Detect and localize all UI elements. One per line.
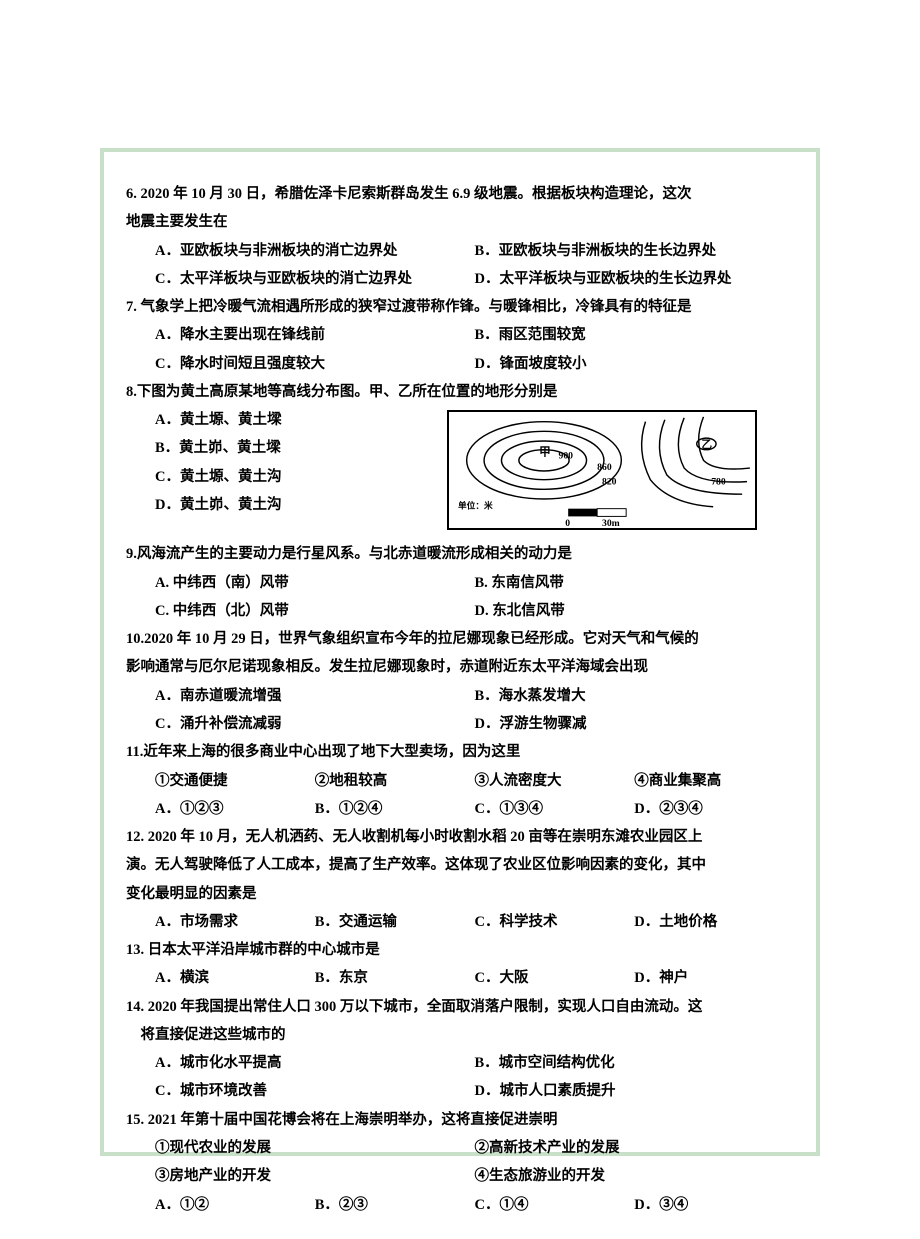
q10-stem-line2: 影响通常与厄尔尼诺现象相反。发生拉尼娜现象时，赤道附近东太平洋海域会出现 xyxy=(126,653,794,681)
q14-options: A．城市化水平提高 B．城市空间结构优化 C．城市环境改善 D．城市人口素质提升 xyxy=(126,1049,794,1106)
q6-opt-a: A．亚欧板块与非洲板块的消亡边界处 xyxy=(155,237,475,265)
q11-opt-d: D．②③④ xyxy=(634,795,794,823)
q9-options: A. 中纬西（南）风带 B. 东南信风带 C. 中纬西（北）风带 D. 东北信风… xyxy=(126,569,794,626)
contour-map: 甲 900 860 820 780 乙 单位：米 0 30m xyxy=(447,410,757,530)
q11-opt-c: C．①③④ xyxy=(475,795,635,823)
q10-opt-b: B．海水蒸发增大 xyxy=(475,682,795,710)
q6-opt-d: D．太平洋板块与亚欧板块的生长边界处 xyxy=(475,265,795,293)
q13-opt-d: D．神户 xyxy=(634,964,794,992)
label-820: 820 xyxy=(602,477,617,488)
label-unit: 单位：米 xyxy=(458,500,493,511)
q15-s3: ③房地产业的开发 xyxy=(155,1162,475,1190)
q15-s4: ④生态旅游业的开发 xyxy=(475,1162,795,1190)
q11-s1: ①交通便捷 xyxy=(155,767,315,795)
q15-opt-c: C．①④ xyxy=(475,1191,635,1219)
q8-opt-d: D．黄土峁、黄土沟 xyxy=(155,491,447,519)
q8-figure: 甲 900 860 820 780 乙 单位：米 0 30m xyxy=(447,406,794,540)
q12-opt-a: A．市场需求 xyxy=(155,908,315,936)
q10-opt-a: A．南赤道暖流增强 xyxy=(155,682,475,710)
q6-stem-line1: 6. 2020 年 10 月 30 日，希腊佐泽卡尼索斯群岛发生 6.9 级地震… xyxy=(126,180,794,208)
q9-opt-c: C. 中纬西（北）风带 xyxy=(155,597,475,625)
page-border: 6. 2020 年 10 月 30 日，希腊佐泽卡尼索斯群岛发生 6.9 级地震… xyxy=(100,148,820,1156)
q15-s1: ①现代农业的发展 xyxy=(155,1134,475,1162)
q11-options: A．①②③ B．①②④ C．①③④ D．②③④ xyxy=(126,795,794,823)
q7-opt-d: D．锋面坡度较小 xyxy=(475,350,795,378)
q13-options: A．横滨 B．东京 C．大阪 D．神户 xyxy=(126,964,794,992)
q12-stem-line3: 变化最明显的因素是 xyxy=(126,880,794,908)
q9-opt-d: D. 东北信风带 xyxy=(475,597,795,625)
q15-statements: ①现代农业的发展 ②高新技术产业的发展 ③房地产业的开发 ④生态旅游业的开发 xyxy=(126,1134,794,1191)
label-780: 780 xyxy=(711,477,726,488)
q8-opt-b: B．黄土峁、黄土墚 xyxy=(155,434,447,462)
q15-stem: 15. 2021 年第十届中国花博会将在上海崇明举办，这将直接促进崇明 xyxy=(126,1106,794,1134)
label-900: 900 xyxy=(558,451,573,462)
q7-opt-c: C．降水时间短且强度较大 xyxy=(155,350,475,378)
q6-stem-line2: 地震主要发生在 xyxy=(126,208,794,236)
q15-s2: ②高新技术产业的发展 xyxy=(475,1134,795,1162)
q11-opt-a: A．①②③ xyxy=(155,795,315,823)
q11-stem: 11.近年来上海的很多商业中心出现了地下大型卖场，因为这里 xyxy=(126,738,794,766)
q14-opt-d: D．城市人口素质提升 xyxy=(475,1077,795,1105)
q7-stem: 7. 气象学上把冷暖气流相遇所形成的狭窄过渡带称作锋。与暖锋相比，冷锋具有的特征… xyxy=(126,293,794,321)
label-yi: 乙 xyxy=(701,439,712,451)
q8-stem: 8.下图为黄土高原某地等高线分布图。甲、乙所在位置的地形分别是 xyxy=(126,378,794,406)
q11-statements: ①交通便捷 ②地租较高 ③人流密度大 ④商业集聚高 xyxy=(126,767,794,795)
q11-s3: ③人流密度大 xyxy=(475,767,635,795)
q11-s2: ②地租较高 xyxy=(315,767,475,795)
label-jia: 甲 xyxy=(539,446,551,459)
q7-options: A．降水主要出现在锋线前 B．雨区范围较宽 C．降水时间短且强度较大 D．锋面坡… xyxy=(126,321,794,378)
q10-opt-d: D．浮游生物骤减 xyxy=(475,710,795,738)
q13-opt-c: C．大阪 xyxy=(475,964,635,992)
q10-opt-c: C．涌升补偿流减弱 xyxy=(155,710,475,738)
q8-row: A．黄土塬、黄土墚 B．黄土峁、黄土墚 C．黄土塬、黄土沟 D．黄土峁、黄土沟 xyxy=(126,406,794,540)
q6-options: A．亚欧板块与非洲板块的消亡边界处 B．亚欧板块与非洲板块的生长边界处 C．太平… xyxy=(126,237,794,294)
q7-opt-a: A．降水主要出现在锋线前 xyxy=(155,321,475,349)
q12-stem-line1: 12. 2020 年 10 月，无人机洒药、无人收割机每小时收割水稻 20 亩等… xyxy=(126,823,794,851)
q11-opt-b: B．①②④ xyxy=(315,795,475,823)
q13-opt-b: B．东京 xyxy=(315,964,475,992)
q6-opt-b: B．亚欧板块与非洲板块的生长边界处 xyxy=(475,237,795,265)
q12-stem-line2: 演。无人驾驶降低了人工成本，提高了生产效率。这体现了农业区位影响因素的变化，其中 xyxy=(126,851,794,879)
q11-s4: ④商业集聚高 xyxy=(634,767,794,795)
q12-opt-d: D．土地价格 xyxy=(634,908,794,936)
q14-opt-c: C．城市环境改善 xyxy=(155,1077,475,1105)
q6-opt-c: C．太平洋板块与亚欧板块的消亡边界处 xyxy=(155,265,475,293)
q12-opt-c: C．科学技术 xyxy=(475,908,635,936)
q15-options: A．①② B．②③ C．①④ D．③④ xyxy=(126,1191,794,1219)
q15-opt-d: D．③④ xyxy=(634,1191,794,1219)
q9-opt-b: B. 东南信风带 xyxy=(475,569,795,597)
q13-stem: 13. 日本太平洋沿岸城市群的中心城市是 xyxy=(126,936,794,964)
q9-stem: 9.风海流产生的主要动力是行星风系。与北赤道暖流形成相关的动力是 xyxy=(126,540,794,568)
q14-opt-b: B．城市空间结构优化 xyxy=(475,1049,795,1077)
q12-options: A．市场需求 B．交通运输 C．科学技术 D．土地价格 xyxy=(126,908,794,936)
q8-options: A．黄土塬、黄土墚 B．黄土峁、黄土墚 C．黄土塬、黄土沟 D．黄土峁、黄土沟 xyxy=(126,406,447,519)
q14-stem-line2: 将直接促进这些城市的 xyxy=(126,1021,794,1049)
q8-opt-c: C．黄土塬、黄土沟 xyxy=(155,463,447,491)
q15-opt-b: B．②③ xyxy=(315,1191,475,1219)
q9-opt-a: A. 中纬西（南）风带 xyxy=(155,569,475,597)
scale-30m: 30m xyxy=(602,518,620,529)
q10-options: A．南赤道暖流增强 B．海水蒸发增大 C．涌升补偿流减弱 D．浮游生物骤减 xyxy=(126,682,794,739)
q13-opt-a: A．横滨 xyxy=(155,964,315,992)
q14-stem-line1: 14. 2020 年我国提出常住人口 300 万以下城市，全面取消落户限制，实现… xyxy=(126,993,794,1021)
q7-opt-b: B．雨区范围较宽 xyxy=(475,321,795,349)
q14-opt-a: A．城市化水平提高 xyxy=(155,1049,475,1077)
scale-0: 0 xyxy=(565,518,570,529)
q10-stem-line1: 10.2020 年 10 月 29 日，世界气象组织宣布今年的拉尼娜现象已经形成… xyxy=(126,625,794,653)
q12-opt-b: B．交通运输 xyxy=(315,908,475,936)
q8-opt-a: A．黄土塬、黄土墚 xyxy=(155,406,447,434)
exam-content: 6. 2020 年 10 月 30 日，希腊佐泽卡尼索斯群岛发生 6.9 级地震… xyxy=(104,152,816,1239)
label-860: 860 xyxy=(597,462,612,473)
q15-opt-a: A．①② xyxy=(155,1191,315,1219)
